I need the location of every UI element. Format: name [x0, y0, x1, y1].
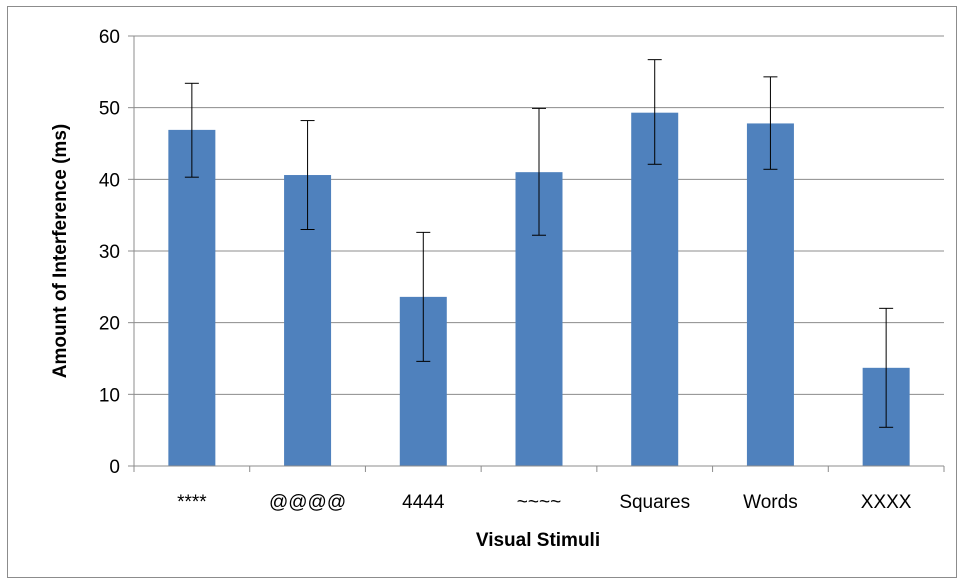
x-tick-label: XXXX — [861, 492, 912, 513]
y-tick-label: 10 — [99, 385, 120, 406]
bar — [746, 123, 794, 466]
bar — [168, 129, 216, 466]
x-tick-label: Words — [743, 492, 798, 513]
gridlines — [134, 35, 944, 395]
axes — [128, 35, 945, 472]
y-tick-label: 40 — [99, 170, 120, 191]
x-tick-label: 4444 — [402, 492, 445, 513]
x-axis-title: Visual Stimuli — [476, 530, 600, 551]
y-tick-label: 30 — [99, 242, 120, 263]
x-tick-label: Squares — [619, 492, 690, 513]
y-axis-title: Amount of Interference (ms) — [50, 124, 71, 378]
y-tick-labels: 0 10 20 30 40 50 60 — [99, 27, 120, 478]
bar — [631, 112, 679, 466]
x-tick-label: @@@@ — [269, 492, 346, 513]
x-tick-label: **** — [177, 492, 207, 513]
y-tick-label: 60 — [99, 27, 120, 48]
y-tick-label: 0 — [109, 457, 120, 478]
y-tick-label: 50 — [99, 99, 120, 120]
y-tick-label: 20 — [99, 314, 120, 335]
error-bars — [184, 59, 894, 428]
x-tick-label: ~~~~ — [517, 492, 561, 513]
x-tick-labels: **** @@@@ 4444 ~~~~ Squares Words XXXX — [177, 492, 912, 513]
chart-frame — [7, 6, 957, 578]
